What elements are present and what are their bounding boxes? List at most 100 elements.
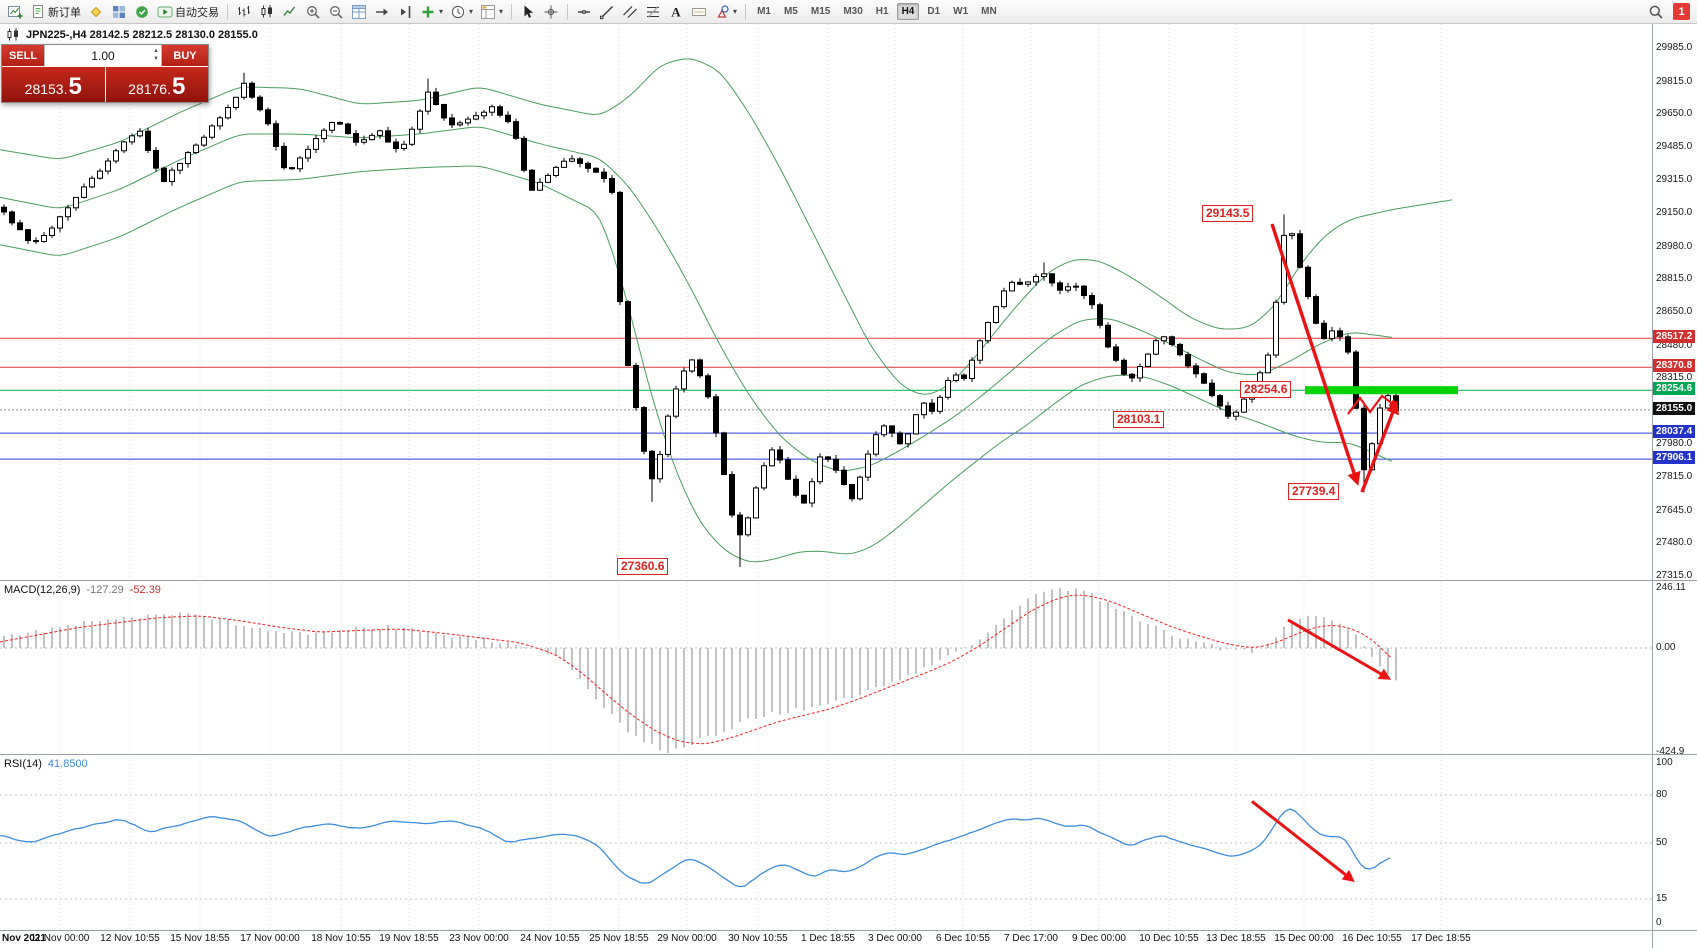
strategy-tester-button[interactable] bbox=[131, 2, 153, 22]
metaeditor-button[interactable] bbox=[85, 2, 107, 22]
market-watch-icon bbox=[111, 4, 127, 20]
price-axis-tick: 29815.0 bbox=[1656, 75, 1693, 87]
fibo-icon bbox=[645, 4, 661, 20]
template-icon bbox=[480, 4, 496, 20]
timeframe-h4-button[interactable]: H4 bbox=[896, 3, 920, 20]
svg-text:A: A bbox=[671, 4, 681, 19]
tile-icon bbox=[351, 4, 367, 20]
chartshift-icon bbox=[397, 4, 413, 20]
new-order-icon bbox=[30, 4, 46, 20]
price-annotation[interactable]: 28103.1 bbox=[1113, 411, 1165, 429]
autotrading-button[interactable]: 自动交易 bbox=[154, 2, 222, 22]
timeframe-w1-button[interactable]: W1 bbox=[953, 6, 969, 17]
time-axis-label: 16 Dec 10:55 bbox=[1342, 933, 1402, 944]
price-axis-tick: 29650.0 bbox=[1656, 108, 1693, 120]
new-order-button[interactable]: 新订单 bbox=[27, 2, 84, 22]
macd-axis-label: 0.00 bbox=[1656, 642, 1676, 653]
new-chart-button[interactable] bbox=[4, 2, 26, 22]
time-axis-label: 15 Dec 00:00 bbox=[1274, 933, 1334, 944]
buy-price[interactable]: 28176. 5 bbox=[105, 67, 208, 102]
tile-windows-button[interactable] bbox=[348, 2, 370, 22]
price-annotation[interactable]: 28254.6 bbox=[1240, 381, 1292, 399]
strategy-icon bbox=[134, 4, 150, 20]
autoscroll-icon bbox=[374, 4, 390, 20]
cursor-button[interactable] bbox=[517, 2, 539, 22]
stepper-up-icon[interactable]: ▲ bbox=[153, 48, 159, 54]
buy-button[interactable]: BUY bbox=[162, 45, 208, 66]
volume-input[interactable]: 1.00 ▲ ▼ bbox=[44, 45, 162, 66]
rsi-name: RSI(14) bbox=[4, 758, 42, 770]
crosshair-button[interactable] bbox=[540, 2, 562, 22]
bar-chart-button[interactable] bbox=[233, 2, 255, 22]
tline-icon bbox=[599, 4, 615, 20]
clock-icon bbox=[450, 4, 466, 20]
dropdown-arrow-icon: ▾ bbox=[499, 7, 504, 16]
timeframe-d1-button[interactable]: D1 bbox=[927, 6, 941, 17]
zoom-out-icon bbox=[328, 4, 344, 20]
fibonacci-button[interactable] bbox=[642, 2, 664, 22]
volume-stepper[interactable]: ▲ ▼ bbox=[153, 47, 159, 63]
buy-price-big-digit: 5 bbox=[171, 73, 186, 100]
price-badge: 28037.4 bbox=[1653, 425, 1696, 439]
label-icon bbox=[691, 4, 707, 20]
indicators-button[interactable]: ▾ bbox=[417, 2, 446, 22]
timeframe-m30-button[interactable]: M30 bbox=[843, 6, 863, 17]
price-axis-tick: 29485.0 bbox=[1656, 140, 1693, 152]
market-watch-button[interactable] bbox=[108, 2, 130, 22]
buy-price-main: 28176. bbox=[128, 81, 171, 97]
trendline-button[interactable] bbox=[596, 2, 618, 22]
line-chart-button[interactable] bbox=[279, 2, 301, 22]
price-annotation[interactable]: 27360.6 bbox=[617, 557, 669, 575]
timeframe-m5-button[interactable]: M5 bbox=[783, 6, 798, 17]
auto-scroll-button[interactable] bbox=[371, 2, 393, 22]
metaeditor-icon bbox=[88, 4, 104, 20]
horizontal-line-button[interactable] bbox=[573, 2, 595, 22]
price-badge: 28517.2 bbox=[1653, 330, 1696, 344]
timeframe-m15-button[interactable]: M15 bbox=[810, 6, 831, 17]
bars-icon bbox=[236, 4, 252, 20]
text-label-button[interactable] bbox=[688, 2, 710, 22]
rsi-value: 41.8500 bbox=[47, 758, 88, 770]
templates-button[interactable]: ▾ bbox=[477, 2, 506, 22]
timeframe-mn-button[interactable]: MN bbox=[981, 6, 997, 17]
price-badge: 28155.0 bbox=[1653, 401, 1696, 415]
time-axis-label: 1 Dec 18:55 bbox=[801, 933, 855, 944]
channel-button[interactable] bbox=[619, 2, 641, 22]
time-axis-label: 7 Dec 17:00 bbox=[1004, 933, 1058, 944]
macd-main-value: -127.29 bbox=[86, 584, 124, 596]
arrows-button[interactable]: ▾ bbox=[711, 2, 740, 22]
price-annotation[interactable]: 27739.4 bbox=[1288, 483, 1340, 501]
price-axis-tick: 28315.0 bbox=[1656, 372, 1693, 384]
stepper-down-icon[interactable]: ▼ bbox=[153, 56, 159, 62]
sell-price-main: 28153. bbox=[24, 81, 68, 97]
candlestick-chart-button[interactable] bbox=[256, 2, 278, 22]
timeframe-m1-button[interactable]: M1 bbox=[757, 6, 771, 17]
search-button[interactable] bbox=[1645, 2, 1667, 22]
price-axis-tick: 28815.0 bbox=[1656, 273, 1693, 285]
time-axis-label: 30 Nov 10:55 bbox=[728, 933, 788, 944]
periods-button[interactable]: ▾ bbox=[447, 2, 476, 22]
sell-price-big-digit: 5 bbox=[68, 73, 82, 100]
price-annotation[interactable]: 29143.5 bbox=[1202, 205, 1254, 223]
rsi-axis-label: 15 bbox=[1656, 893, 1668, 904]
time-axis-label: 10 Dec 10:55 bbox=[1139, 933, 1199, 944]
new-order-button-label: 新订单 bbox=[48, 6, 81, 19]
sell-price[interactable]: 28153. 5 bbox=[2, 67, 105, 102]
crosshair-icon bbox=[543, 4, 559, 20]
linechart-icon bbox=[282, 4, 298, 20]
timeframe-h1-button[interactable]: H1 bbox=[875, 6, 889, 17]
rsi-axis-label: 50 bbox=[1656, 837, 1668, 848]
time-axis-label: Nov 2021 bbox=[2, 933, 46, 944]
price-badge: 28254.6 bbox=[1653, 382, 1696, 396]
chart-shift-button[interactable] bbox=[394, 2, 416, 22]
zoom-out-button[interactable] bbox=[325, 2, 347, 22]
toolbar-separator bbox=[227, 3, 228, 20]
sell-button[interactable]: SELL bbox=[2, 45, 44, 66]
time-axis-label: 25 Nov 18:55 bbox=[589, 933, 649, 944]
notification-badge[interactable]: 1 bbox=[1673, 3, 1690, 20]
zoom-in-button[interactable] bbox=[302, 2, 324, 22]
text-button[interactable]: A bbox=[665, 2, 687, 22]
dropdown-arrow-icon: ▾ bbox=[469, 7, 474, 16]
